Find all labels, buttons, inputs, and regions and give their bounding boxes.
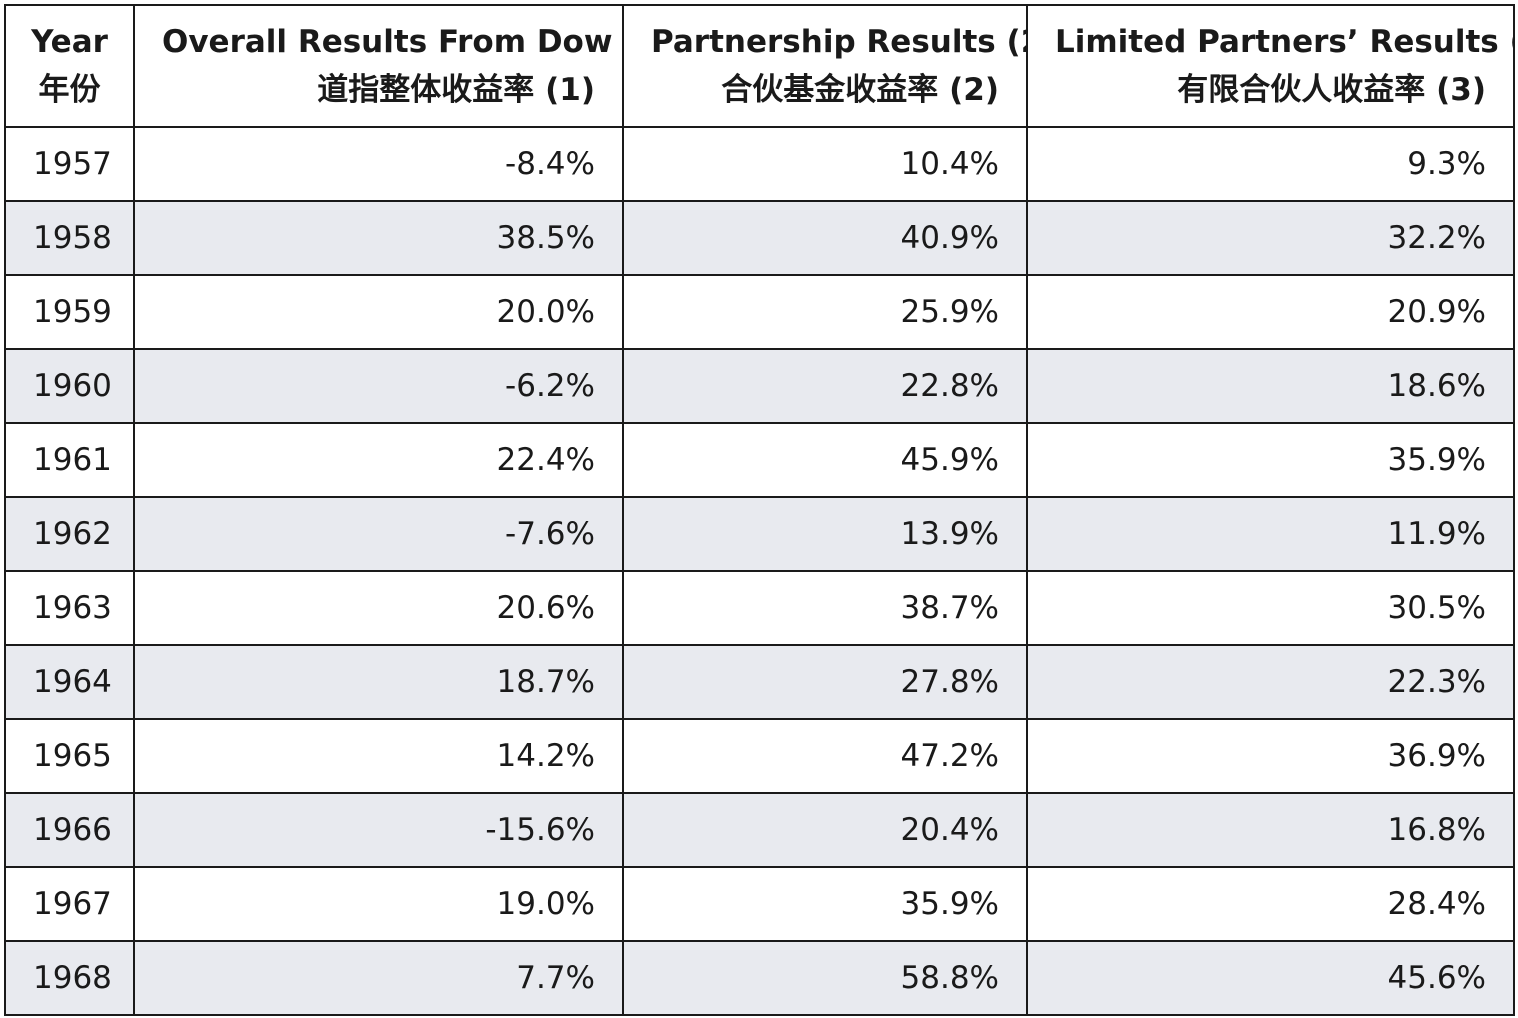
limited-partners-result-cell: 22.3%: [1026, 644, 1515, 720]
limited-partners-result-cell: 20.9%: [1026, 274, 1515, 350]
header-label-en: Overall Results From Dow (1): [162, 24, 623, 60]
year-cell: 1961: [4, 422, 135, 498]
header-label-en: Year: [31, 24, 108, 60]
partnership-result-cell: 45.9%: [622, 422, 1028, 498]
dow-result-cell: 20.0%: [133, 274, 624, 350]
dow-result-cell: 22.4%: [133, 422, 624, 498]
column-header-limited-partners-results: Limited Partners’ Results (3) 有限合伙人收益率 (…: [1026, 4, 1515, 128]
table-row: 1961 22.4% 45.9% 35.9%: [4, 422, 1515, 498]
partnership-result-cell: 35.9%: [622, 866, 1028, 942]
year-cell: 1957: [4, 126, 135, 202]
limited-partners-result-cell: 16.8%: [1026, 792, 1515, 868]
table-row: 1968 7.7% 58.8% 45.6%: [4, 940, 1515, 1016]
column-header-partnership-results: Partnership Results (2) 合伙基金收益率 (2): [622, 4, 1028, 128]
partnership-result-cell: 58.8%: [622, 940, 1028, 1016]
limited-partners-result-cell: 18.6%: [1026, 348, 1515, 424]
table-row: 1957 -8.4% 10.4% 9.3%: [4, 126, 1515, 202]
dow-result-cell: 19.0%: [133, 866, 624, 942]
dow-result-cell: -6.2%: [133, 348, 624, 424]
limited-partners-result-cell: 32.2%: [1026, 200, 1515, 276]
limited-partners-result-cell: 28.4%: [1026, 866, 1515, 942]
limited-partners-result-cell: 35.9%: [1026, 422, 1515, 498]
year-cell: 1963: [4, 570, 135, 646]
column-header-dow-results: Overall Results From Dow (1) 道指整体收益率 (1): [133, 4, 624, 128]
table-row: 1959 20.0% 25.9% 20.9%: [4, 274, 1515, 350]
table-row: 1960 -6.2% 22.8% 18.6%: [4, 348, 1515, 424]
year-cell: 1967: [4, 866, 135, 942]
partnership-result-cell: 47.2%: [622, 718, 1028, 794]
limited-partners-result-cell: 36.9%: [1026, 718, 1515, 794]
table-row: 1965 14.2% 47.2% 36.9%: [4, 718, 1515, 794]
results-table: Year 年份 Overall Results From Dow (1) 道指整…: [4, 4, 1515, 1016]
header-label-zh: 道指整体收益率 (1): [317, 72, 595, 108]
dow-result-cell: -7.6%: [133, 496, 624, 572]
partnership-result-cell: 40.9%: [622, 200, 1028, 276]
year-cell: 1962: [4, 496, 135, 572]
table-row: 1963 20.6% 38.7% 30.5%: [4, 570, 1515, 646]
table-row: 1958 38.5% 40.9% 32.2%: [4, 200, 1515, 276]
year-cell: 1959: [4, 274, 135, 350]
partnership-result-cell: 25.9%: [622, 274, 1028, 350]
limited-partners-result-cell: 9.3%: [1026, 126, 1515, 202]
dow-result-cell: 38.5%: [133, 200, 624, 276]
limited-partners-result-cell: 45.6%: [1026, 940, 1515, 1016]
partnership-result-cell: 13.9%: [622, 496, 1028, 572]
table-row: 1967 19.0% 35.9% 28.4%: [4, 866, 1515, 942]
partnership-result-cell: 20.4%: [622, 792, 1028, 868]
header-label-en: Partnership Results (2): [651, 24, 1027, 60]
dow-result-cell: 18.7%: [133, 644, 624, 720]
partnership-result-cell: 22.8%: [622, 348, 1028, 424]
year-cell: 1960: [4, 348, 135, 424]
header-label-en: Limited Partners’ Results (3): [1055, 24, 1514, 60]
dow-result-cell: 7.7%: [133, 940, 624, 1016]
year-cell: 1965: [4, 718, 135, 794]
year-cell: 1958: [4, 200, 135, 276]
header-row: Year 年份 Overall Results From Dow (1) 道指整…: [4, 4, 1515, 128]
header-label-zh: 年份: [38, 72, 101, 108]
limited-partners-result-cell: 30.5%: [1026, 570, 1515, 646]
partnership-result-cell: 38.7%: [622, 570, 1028, 646]
table-row: 1962 -7.6% 13.9% 11.9%: [4, 496, 1515, 572]
column-header-year: Year 年份: [4, 4, 135, 128]
table-row: 1964 18.7% 27.8% 22.3%: [4, 644, 1515, 720]
results-table-container: Year 年份 Overall Results From Dow (1) 道指整…: [4, 4, 1515, 1016]
partnership-result-cell: 10.4%: [622, 126, 1028, 202]
dow-result-cell: -8.4%: [133, 126, 624, 202]
table-body: 1957 -8.4% 10.4% 9.3% 1958 38.5% 40.9% 32.2% 195…: [4, 126, 1515, 1016]
table-header: Year 年份 Overall Results From Dow (1) 道指整…: [4, 4, 1515, 128]
dow-result-cell: 14.2%: [133, 718, 624, 794]
year-cell: 1966: [4, 792, 135, 868]
table-row: 1966 -15.6% 20.4% 16.8%: [4, 792, 1515, 868]
limited-partners-result-cell: 11.9%: [1026, 496, 1515, 572]
header-label-zh: 合伙基金收益率 (2): [721, 72, 999, 108]
dow-result-cell: 20.6%: [133, 570, 624, 646]
partnership-result-cell: 27.8%: [622, 644, 1028, 720]
year-cell: 1964: [4, 644, 135, 720]
dow-result-cell: -15.6%: [133, 792, 624, 868]
year-cell: 1968: [4, 940, 135, 1016]
header-label-zh: 有限合伙人收益率 (3): [1177, 72, 1486, 108]
